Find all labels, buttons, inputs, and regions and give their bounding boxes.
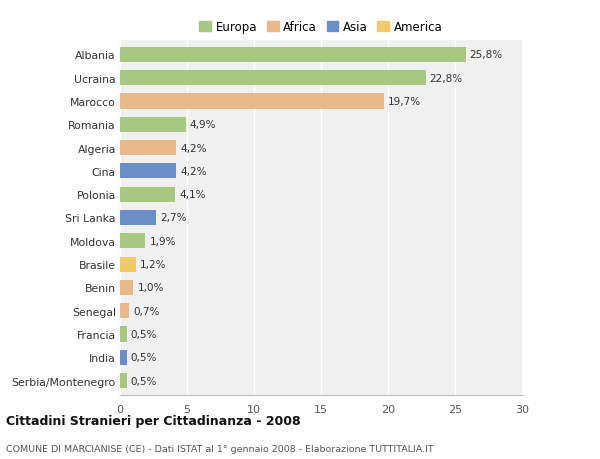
Text: 2,7%: 2,7% bbox=[160, 213, 187, 223]
Text: 0,7%: 0,7% bbox=[133, 306, 160, 316]
Text: 4,9%: 4,9% bbox=[190, 120, 216, 130]
Text: 4,2%: 4,2% bbox=[180, 143, 207, 153]
Text: 1,0%: 1,0% bbox=[137, 283, 164, 293]
Legend: Europa, Africa, Asia, America: Europa, Africa, Asia, America bbox=[197, 19, 445, 37]
Text: 1,9%: 1,9% bbox=[149, 236, 176, 246]
Bar bbox=[120, 234, 145, 249]
Text: 1,2%: 1,2% bbox=[140, 259, 167, 269]
Bar bbox=[120, 118, 185, 133]
Bar bbox=[120, 94, 384, 109]
Text: 22,8%: 22,8% bbox=[430, 73, 463, 84]
Bar bbox=[120, 187, 175, 202]
Text: 4,1%: 4,1% bbox=[179, 190, 205, 200]
Text: 25,8%: 25,8% bbox=[470, 50, 503, 60]
Bar bbox=[120, 373, 127, 388]
Text: 4,2%: 4,2% bbox=[180, 167, 207, 177]
Bar bbox=[120, 211, 156, 225]
Bar bbox=[120, 350, 127, 365]
Bar bbox=[120, 257, 136, 272]
Bar bbox=[120, 71, 425, 86]
Bar bbox=[120, 141, 176, 156]
Bar bbox=[120, 303, 130, 319]
Text: Cittadini Stranieri per Cittadinanza - 2008: Cittadini Stranieri per Cittadinanza - 2… bbox=[6, 414, 301, 428]
Bar bbox=[120, 327, 127, 342]
Text: 0,5%: 0,5% bbox=[131, 329, 157, 339]
Bar bbox=[120, 280, 133, 295]
Bar bbox=[120, 48, 466, 63]
Text: 0,5%: 0,5% bbox=[131, 376, 157, 386]
Bar bbox=[120, 164, 176, 179]
Text: COMUNE DI MARCIANISE (CE) - Dati ISTAT al 1° gennaio 2008 - Elaborazione TUTTITA: COMUNE DI MARCIANISE (CE) - Dati ISTAT a… bbox=[6, 444, 434, 453]
Text: 19,7%: 19,7% bbox=[388, 97, 421, 107]
Text: 0,5%: 0,5% bbox=[131, 353, 157, 363]
